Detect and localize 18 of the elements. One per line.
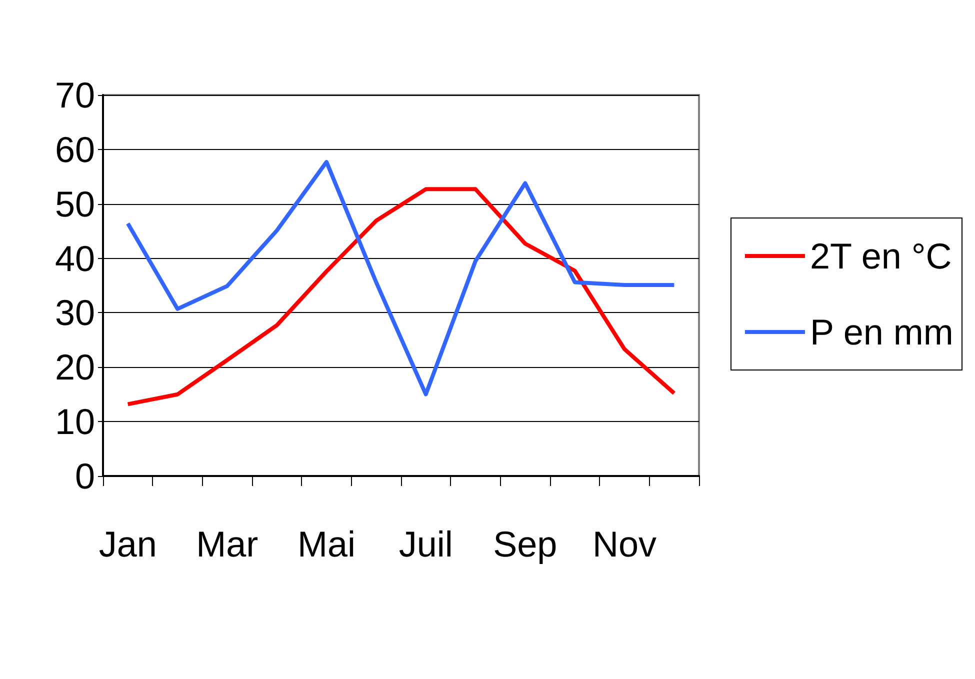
y-tick-label: 20 (54, 346, 95, 388)
line-series (126, 160, 676, 396)
y-tick-label: 10 (54, 401, 95, 442)
legend-label: P en mm (810, 312, 954, 352)
x-tick-label: Nov (592, 524, 657, 564)
y-tick-label: 50 (54, 183, 95, 224)
x-tick-label: Juil (398, 524, 453, 564)
y-tick-label: 40 (54, 238, 95, 279)
x-tick-label: Jan (98, 524, 157, 564)
x-tick-label: Mai (297, 524, 356, 564)
y-tick-label: 60 (54, 128, 95, 170)
legend-label: 2T en °C (810, 236, 952, 276)
x-tick-label: Mar (196, 524, 258, 564)
x-tick-label: Sep (493, 524, 558, 564)
line-series (126, 187, 676, 406)
y-tick-label: 30 (54, 292, 95, 334)
y-tick-label: 70 (54, 74, 95, 116)
y-tick-label: 0 (74, 456, 95, 496)
